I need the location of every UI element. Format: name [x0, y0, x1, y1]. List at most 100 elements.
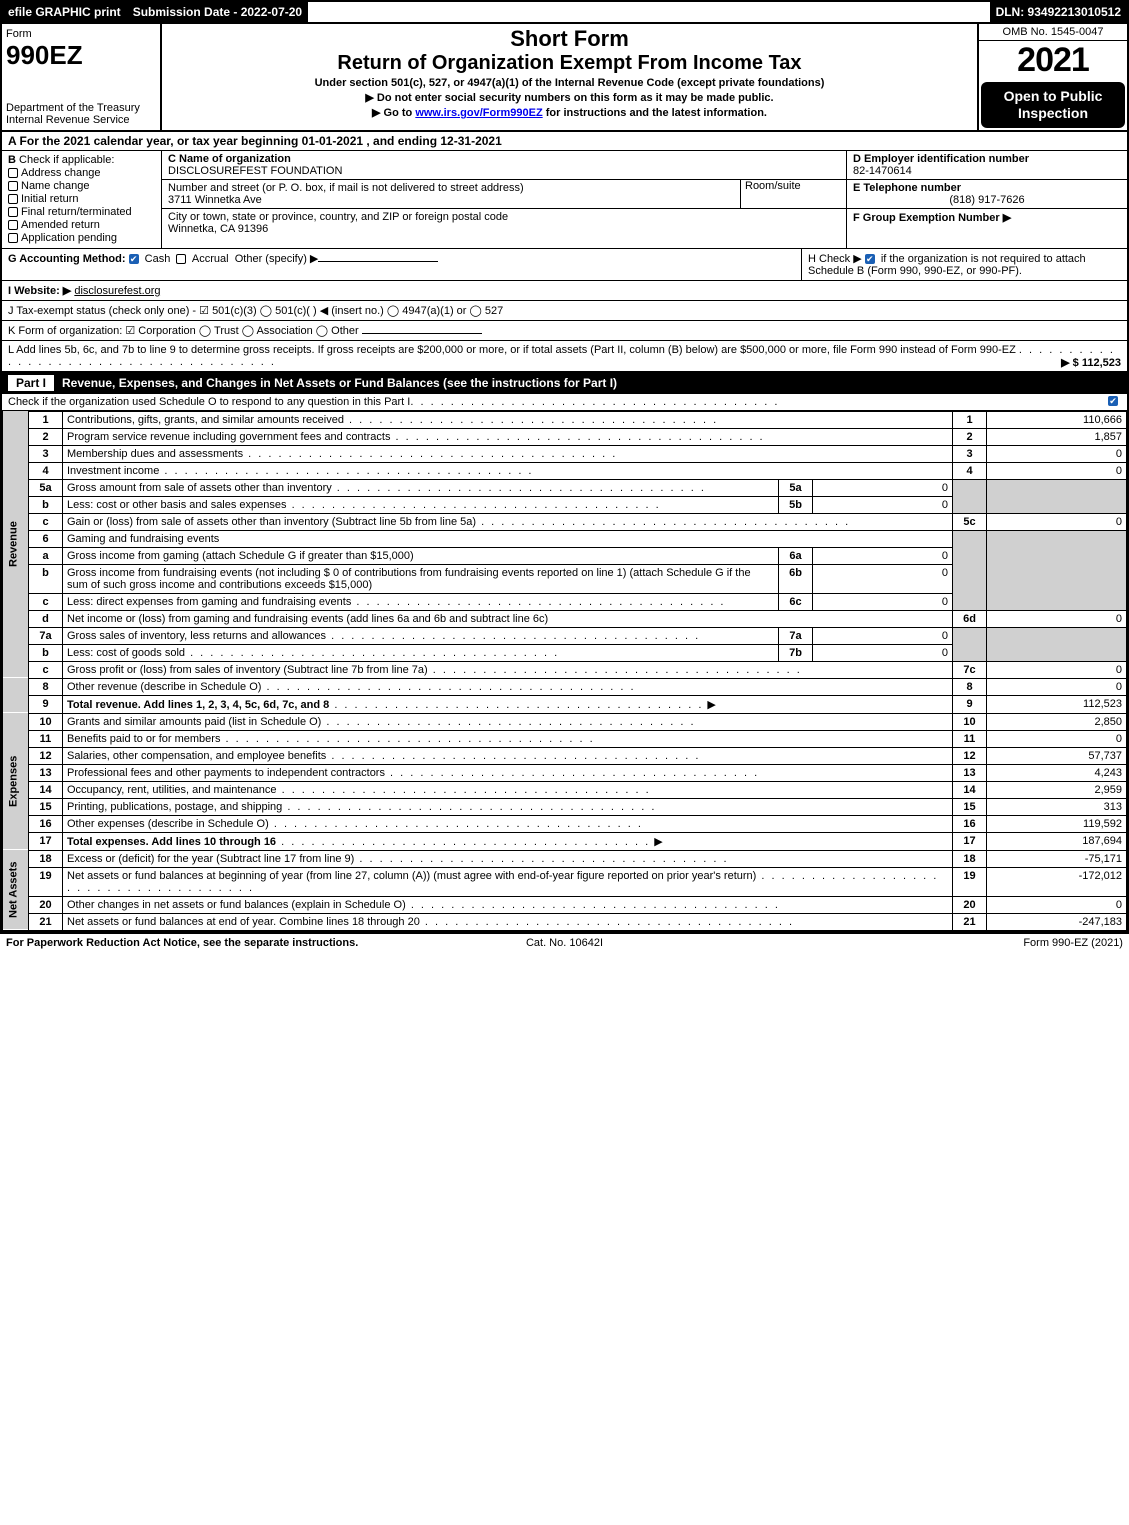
ln11-val: 0 [987, 730, 1127, 747]
org-street: 3711 Winnetka Ave [168, 194, 740, 206]
ln4-val: 0 [987, 462, 1127, 479]
tax-year: 2021 [979, 41, 1127, 80]
website[interactable]: disclosurefest.org [74, 285, 160, 297]
e-label: E Telephone number [853, 182, 1121, 194]
ln20-val: 0 [987, 896, 1127, 913]
g-label: G Accounting Method: [8, 253, 126, 265]
ln12-no: 12 [29, 747, 63, 764]
ln17-rno: 17 [953, 832, 987, 850]
efile-print-button[interactable]: efile GRAPHIC print [2, 2, 127, 22]
ln6-shade-rno [953, 530, 987, 610]
ln19-desc: Net assets or fund balances at beginning… [67, 870, 756, 882]
ln16-no: 16 [29, 815, 63, 832]
footer: For Paperwork Reduction Act Notice, see … [0, 933, 1129, 952]
g-other-fill [318, 261, 438, 262]
chk-application-pending[interactable] [8, 233, 18, 243]
ssn-warning: ▶ Do not enter social security numbers o… [170, 91, 969, 104]
form-number: 990EZ [6, 40, 156, 71]
ln6a-sub: 6a [779, 547, 813, 564]
ln7b-desc: Less: cost of goods sold [67, 647, 185, 659]
chk-name-change[interactable] [8, 181, 18, 191]
opt-final-return: Final return/terminated [21, 206, 132, 218]
go-line: ▶ Go to www.irs.gov/Form990EZ for instru… [170, 106, 969, 119]
ln5c-desc: Gain or (loss) from sale of assets other… [67, 516, 476, 528]
form-header: Form 990EZ Department of the Treasury In… [2, 24, 1127, 132]
ln18-val: -75,171 [987, 850, 1127, 867]
ln5a-desc: Gross amount from sale of assets other t… [67, 482, 332, 494]
ln1-no: 1 [29, 411, 63, 428]
ln17-no: 17 [29, 832, 63, 850]
ln7a-subval: 0 [813, 627, 953, 644]
ln1-val: 110,666 [987, 411, 1127, 428]
go-suffix: for instructions and the latest informat… [543, 107, 767, 119]
ln12-desc: Salaries, other compensation, and employ… [67, 750, 326, 762]
f-label: F Group Exemption Number ▶ [853, 212, 1011, 224]
ln6-desc: Gaming and fundraising events [63, 530, 953, 547]
ln5c-no: c [29, 513, 63, 530]
ln11-no: 11 [29, 730, 63, 747]
department: Department of the Treasury Internal Reve… [6, 102, 156, 126]
ln21-no: 21 [29, 913, 63, 930]
topbar: efile GRAPHIC print Submission Date - 20… [2, 2, 1127, 24]
ln2-val: 1,857 [987, 428, 1127, 445]
chk-sched-o[interactable] [1108, 396, 1118, 406]
subtitle: Under section 501(c), 527, or 4947(a)(1)… [170, 77, 969, 89]
ln10-no: 10 [29, 713, 63, 730]
chk-accrual[interactable] [176, 254, 186, 264]
section-i: I Website: ▶ disclosurefest.org [2, 281, 1127, 301]
ln2-rno: 2 [953, 428, 987, 445]
header-right: OMB No. 1545-0047 2021 Open to Public In… [977, 24, 1127, 130]
ln7a-no: 7a [29, 627, 63, 644]
sched-o-text: Check if the organization used Schedule … [8, 396, 410, 408]
c-city-label: City or town, state or province, country… [168, 211, 840, 223]
ln9-no: 9 [29, 695, 63, 713]
col-c: C Name of organization DISCLOSUREFEST FO… [162, 151, 847, 248]
chk-h[interactable] [865, 254, 875, 264]
ln6b-sub: 6b [779, 564, 813, 593]
ln6-no: 6 [29, 530, 63, 547]
chk-address-change[interactable] [8, 168, 18, 178]
ln13-val: 4,243 [987, 764, 1127, 781]
ein: 82-1470614 [853, 165, 1121, 177]
section-bcdef: B Check if applicable: Address change Na… [2, 151, 1127, 249]
chk-initial-return[interactable] [8, 194, 18, 204]
footer-left: For Paperwork Reduction Act Notice, see … [6, 937, 378, 949]
ln11-desc: Benefits paid to or for members [67, 733, 220, 745]
ln7-shade-rno [953, 627, 987, 661]
ln6b-subval: 0 [813, 564, 953, 593]
ln7a-desc: Gross sales of inventory, less returns a… [67, 630, 326, 642]
ln8-rno: 8 [953, 678, 987, 695]
chk-amended-return[interactable] [8, 220, 18, 230]
ln6-shade-val [987, 530, 1127, 610]
ln1-rno: 1 [953, 411, 987, 428]
chk-cash[interactable] [129, 254, 139, 264]
ln15-desc: Printing, publications, postage, and shi… [67, 801, 282, 813]
ln6d-no: d [29, 610, 63, 627]
section-g-h: G Accounting Method: Cash Accrual Other … [2, 249, 1127, 281]
ln7c-rno: 7c [953, 661, 987, 678]
ln16-rno: 16 [953, 815, 987, 832]
section-j: J Tax-exempt status (check only one) - ☑… [2, 301, 1127, 321]
irs-link[interactable]: www.irs.gov/Form990EZ [415, 107, 542, 119]
ln7a-sub: 7a [779, 627, 813, 644]
ln20-no: 20 [29, 896, 63, 913]
ln1-desc: Contributions, gifts, grants, and simila… [67, 414, 344, 426]
ln8-val: 0 [987, 678, 1127, 695]
ln7c-no: c [29, 661, 63, 678]
ln10-val: 2,850 [987, 713, 1127, 730]
ln3-rno: 3 [953, 445, 987, 462]
ln14-desc: Occupancy, rent, utilities, and maintena… [67, 784, 277, 796]
ln6d-val: 0 [987, 610, 1127, 627]
side-netassets: Net Assets [3, 850, 29, 930]
ln16-val: 119,592 [987, 815, 1127, 832]
ln18-rno: 18 [953, 850, 987, 867]
ln9-desc: Total revenue. Add lines 1, 2, 3, 4, 5c,… [67, 699, 329, 711]
part1-header: Part I Revenue, Expenses, and Changes in… [2, 372, 1127, 394]
h-prefix: H Check ▶ [808, 253, 865, 265]
ln21-rno: 21 [953, 913, 987, 930]
part1-tag: Part I [8, 375, 54, 391]
chk-final-return[interactable] [8, 207, 18, 217]
part1-sched-o: Check if the organization used Schedule … [2, 394, 1127, 411]
section-k: K Form of organization: ☑ Corporation ◯ … [2, 321, 1127, 341]
topbar-spacer [308, 2, 989, 22]
